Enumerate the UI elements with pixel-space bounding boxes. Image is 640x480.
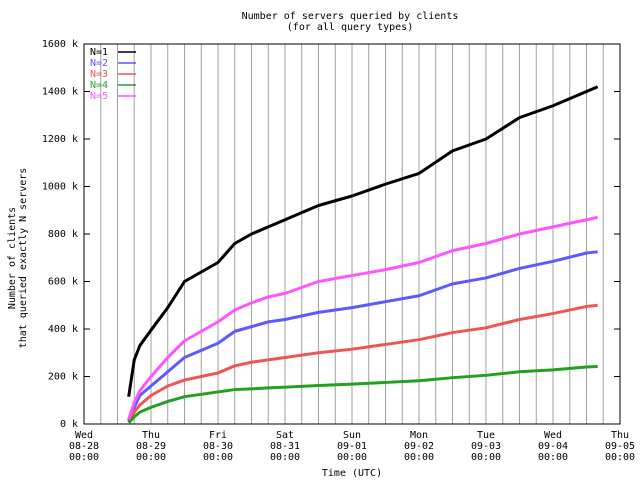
plot-frame bbox=[83, 43, 621, 425]
legend-label: N=2 bbox=[90, 58, 108, 69]
x-tick-label: 09-02 bbox=[404, 441, 434, 452]
series-line bbox=[127, 250, 598, 422]
x-tick-label: 00:00 bbox=[69, 452, 99, 463]
x-tick-label: Fri bbox=[209, 430, 227, 441]
x-tick-label: 08-28 bbox=[69, 441, 99, 452]
x-axis-label: Time (UTC) bbox=[322, 468, 382, 479]
x-tick-label: 00:00 bbox=[471, 452, 501, 463]
x-tick-label: Tue bbox=[477, 430, 495, 441]
y-axis-label: that queried exactly N servers bbox=[18, 168, 29, 349]
series-line bbox=[127, 365, 598, 424]
series-line bbox=[127, 303, 598, 423]
x-tick-label: 00:00 bbox=[605, 452, 635, 463]
y-tick-label: 200 k bbox=[48, 372, 78, 383]
legend-label: N=4 bbox=[90, 80, 108, 91]
x-tick-label: 08-30 bbox=[203, 441, 233, 452]
x-tick-label: 00:00 bbox=[538, 452, 568, 463]
y-tick-label: 600 k bbox=[48, 277, 78, 288]
y-tick-label: 1000 k bbox=[42, 182, 78, 193]
x-tick-label: 00:00 bbox=[270, 452, 300, 463]
series-line bbox=[127, 215, 598, 420]
y-tick-label: 0 k bbox=[60, 419, 78, 430]
series-line bbox=[127, 85, 599, 397]
chart-subtitle: (for all query types) bbox=[287, 22, 413, 33]
chart-title: Number of servers queried by clients bbox=[242, 11, 459, 22]
x-tick-label: 08-31 bbox=[270, 441, 300, 452]
x-tick-label: Mon bbox=[410, 430, 428, 441]
x-tick-label: 09-03 bbox=[471, 441, 501, 452]
x-tick-label: 00:00 bbox=[404, 452, 434, 463]
x-tick-label: 00:00 bbox=[337, 452, 367, 463]
x-tick-label: 09-01 bbox=[337, 441, 367, 452]
x-tick-label: 09-04 bbox=[538, 441, 568, 452]
y-tick-label: 400 k bbox=[48, 324, 78, 335]
y-tick-label: 800 k bbox=[48, 229, 78, 240]
x-tick-label: Wed bbox=[544, 430, 562, 441]
y-tick-label: 1600 k bbox=[42, 39, 78, 50]
x-tick-label: Wed bbox=[75, 430, 93, 441]
x-tick-label: Sat bbox=[276, 430, 294, 441]
x-tick-label: 00:00 bbox=[203, 452, 233, 463]
y-tick-label: 1400 k bbox=[42, 87, 78, 98]
x-tick-label: 09-05 bbox=[605, 441, 635, 452]
x-tick-label: 00:00 bbox=[136, 452, 166, 463]
x-tick-label: Thu bbox=[611, 430, 629, 441]
x-tick-label: Thu bbox=[142, 430, 160, 441]
y-axis-label: Number of clients bbox=[7, 207, 18, 309]
legend-label: N=3 bbox=[90, 69, 108, 80]
x-tick-label: Sun bbox=[343, 430, 361, 441]
y-tick-label: 1200 k bbox=[42, 134, 78, 145]
legend-label: N=5 bbox=[90, 91, 108, 102]
x-tick-label: 08-29 bbox=[136, 441, 166, 452]
legend-label: N=1 bbox=[90, 47, 108, 58]
